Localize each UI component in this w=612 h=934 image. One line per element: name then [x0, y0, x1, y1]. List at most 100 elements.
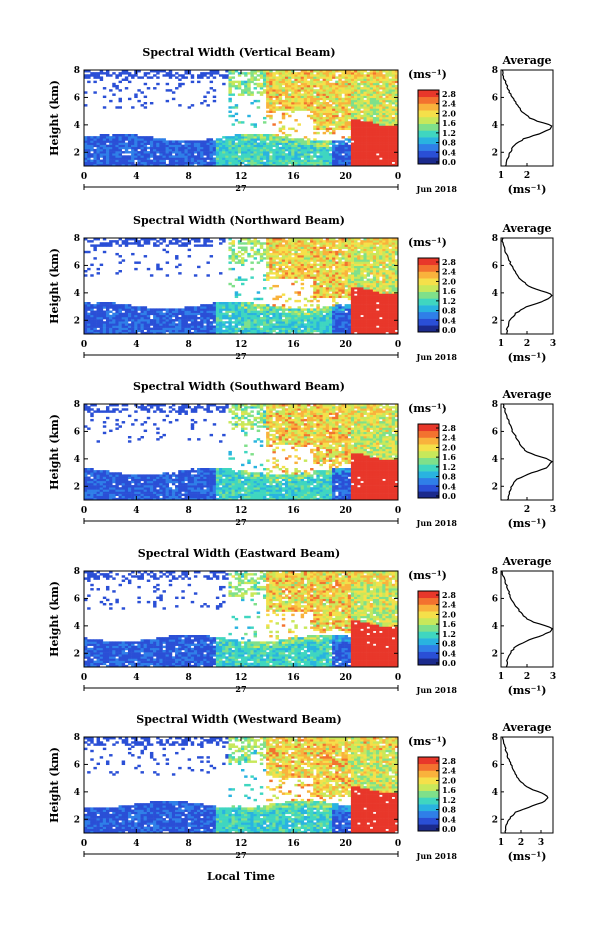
heatmap-cell [335, 291, 338, 293]
heatmap-cell [326, 257, 329, 259]
heatmap-cell [345, 257, 348, 259]
heatmap-cell [357, 259, 360, 261]
heatmap-cell [238, 304, 241, 306]
heatmap-cell [216, 311, 219, 313]
heatmap-cell [385, 155, 388, 157]
heatmap-cell [241, 140, 244, 142]
heatmap-cell [389, 85, 392, 87]
heatmap-cell [323, 306, 326, 308]
heatmap-cell [235, 147, 238, 149]
heatmap-cell [141, 319, 144, 321]
heatmap-cell [106, 151, 109, 153]
heatmap-cell [279, 259, 282, 261]
heatmap-cell [288, 251, 291, 253]
heatmap-cell [338, 272, 341, 274]
heatmap-cell [191, 311, 194, 313]
heatmap-cell [241, 304, 244, 306]
heatmap-cell [197, 153, 200, 155]
heatmap-cell [184, 143, 187, 145]
heatmap-cell [382, 151, 385, 153]
heatmap-cell [367, 149, 370, 151]
heatmap-cell [307, 72, 310, 74]
heatmap-cell [367, 140, 370, 142]
heatmap-cell [106, 153, 109, 155]
heatmap-cell [320, 257, 323, 259]
heatmap-cell [250, 143, 253, 145]
heatmap-cell [128, 315, 131, 317]
heatmap-cell [354, 147, 357, 149]
heatmap-cell [128, 72, 131, 74]
heatmap-cell [288, 306, 291, 308]
heatmap-cell [329, 283, 332, 285]
heatmap-cell [363, 89, 366, 91]
heatmap-cell [301, 108, 304, 110]
heatmap-cell [304, 96, 307, 98]
heatmap-cell [392, 113, 395, 115]
heatmap-cell [313, 266, 316, 268]
heatmap-cell [119, 143, 122, 145]
heatmap-cell [332, 264, 335, 266]
heatmap-cell [266, 151, 269, 153]
heatmap-cell [119, 136, 122, 138]
heatmap-cell [276, 160, 279, 162]
heatmap-cell [338, 306, 341, 308]
heatmap-cell [244, 85, 247, 87]
heatmap-cell [200, 157, 203, 159]
heatmap-cell [272, 244, 275, 246]
heatmap-cell [316, 108, 319, 110]
heatmap-cell [338, 111, 341, 113]
heatmap-cell [348, 321, 351, 323]
heatmap-cell [166, 261, 169, 263]
heatmap-cell [304, 244, 307, 246]
heatmap-cell [153, 325, 156, 327]
heatmap-cell [301, 266, 304, 268]
heatmap-cell [310, 83, 313, 85]
heatmap-cell [269, 91, 272, 93]
heatmap-cell [109, 328, 112, 330]
heatmap-cell [250, 319, 253, 321]
heatmap-cell [332, 279, 335, 281]
heatmap-cell [269, 261, 272, 263]
heatmap-cell [307, 274, 310, 276]
heatmap-cell [313, 113, 316, 115]
heatmap-cell [326, 140, 329, 142]
heatmap-cell [276, 140, 279, 142]
heatmap-cell [304, 251, 307, 253]
heatmap-cell [357, 87, 360, 89]
heatmap-cell [291, 81, 294, 83]
heatmap-cell [260, 317, 263, 319]
heatmap-cell [263, 72, 266, 74]
heatmap-cell [213, 149, 216, 151]
heatmap-cell [206, 313, 209, 315]
heatmap-cell [276, 270, 279, 272]
heatmap-cell [87, 145, 90, 147]
heatmap-cell [307, 87, 310, 89]
heatmap-cell [232, 138, 235, 140]
heatmap-cell [367, 293, 370, 295]
heatmap-cell [200, 319, 203, 321]
heatmap-cell [288, 328, 291, 330]
heatmap-cell [294, 72, 297, 74]
heatmap-cell [178, 325, 181, 327]
heatmap-cell [235, 85, 238, 87]
heatmap-cell [166, 308, 169, 310]
heatmap-cell [232, 240, 235, 242]
heatmap-cell [250, 74, 253, 76]
heatmap-cell [379, 151, 382, 153]
heatmap-cell [367, 300, 370, 302]
heatmap-cell [266, 104, 269, 106]
heatmap-cell [338, 108, 341, 110]
heatmap-cell [93, 319, 96, 321]
heatmap-cell [291, 272, 294, 274]
heatmap-cell [345, 89, 348, 91]
heatmap-cell [210, 155, 213, 157]
heatmap-cell [332, 242, 335, 244]
heatmap-cell [332, 321, 335, 323]
heatmap-cell [203, 313, 206, 315]
heatmap-cell [298, 151, 301, 153]
heatmap-cell [360, 272, 363, 274]
heatmap-cell [97, 72, 100, 74]
heatmap-cell [351, 283, 354, 285]
heatmap-cell [84, 325, 87, 327]
heatmap-cell [367, 98, 370, 100]
